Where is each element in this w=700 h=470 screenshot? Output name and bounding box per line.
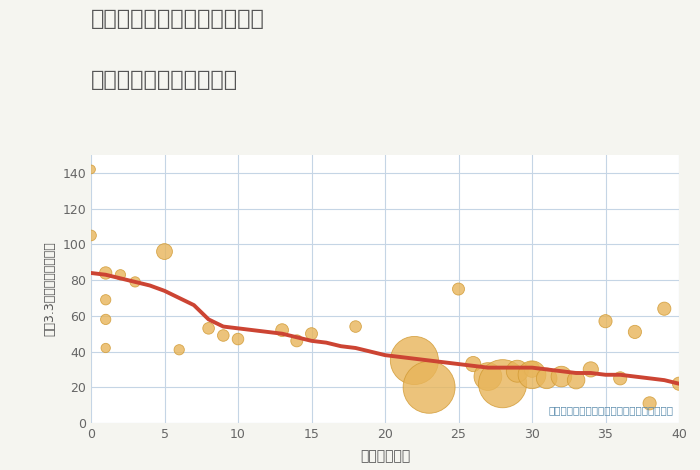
Point (556, 373, 567, 380)
Text: 築年数別中古戸建て価格: 築年数別中古戸建て価格 (91, 70, 238, 91)
Point (600, 317, 611, 325)
Y-axis label: 坪（3.3㎡）単価（万円）: 坪（3.3㎡）単価（万円） (43, 242, 57, 337)
Point (350, 323, 361, 330)
Text: 兵庫県姫路市新在家中の町の: 兵庫県姫路市新在家中の町の (91, 9, 265, 30)
Point (659, 305, 670, 313)
Point (203, 325, 214, 332)
Point (100, 344, 111, 352)
Point (100, 269, 111, 277)
Point (424, 384, 435, 391)
Point (232, 335, 244, 343)
Point (629, 328, 641, 336)
Point (85, 165, 97, 173)
Text: 円の大きさは、取引のあった物件面積を示す: 円の大きさは、取引のあった物件面積を示す (548, 405, 673, 415)
Point (673, 380, 685, 387)
Point (276, 326, 288, 334)
Point (130, 278, 141, 286)
Point (218, 332, 229, 339)
Point (174, 346, 185, 353)
Point (497, 380, 508, 387)
Point (541, 375, 552, 382)
Point (482, 373, 493, 380)
Point (644, 400, 655, 407)
Point (526, 366, 538, 373)
Point (512, 368, 523, 375)
Point (306, 330, 317, 337)
Point (570, 376, 582, 384)
Point (526, 371, 538, 378)
Point (100, 296, 111, 304)
Point (85, 232, 97, 239)
Point (115, 271, 126, 279)
X-axis label: 築年数（年）: 築年数（年） (360, 449, 410, 463)
Point (159, 248, 170, 255)
Point (585, 366, 596, 373)
Point (468, 360, 479, 368)
Point (100, 316, 111, 323)
Point (453, 285, 464, 293)
Point (291, 337, 302, 345)
Point (409, 357, 420, 364)
Point (615, 375, 626, 382)
